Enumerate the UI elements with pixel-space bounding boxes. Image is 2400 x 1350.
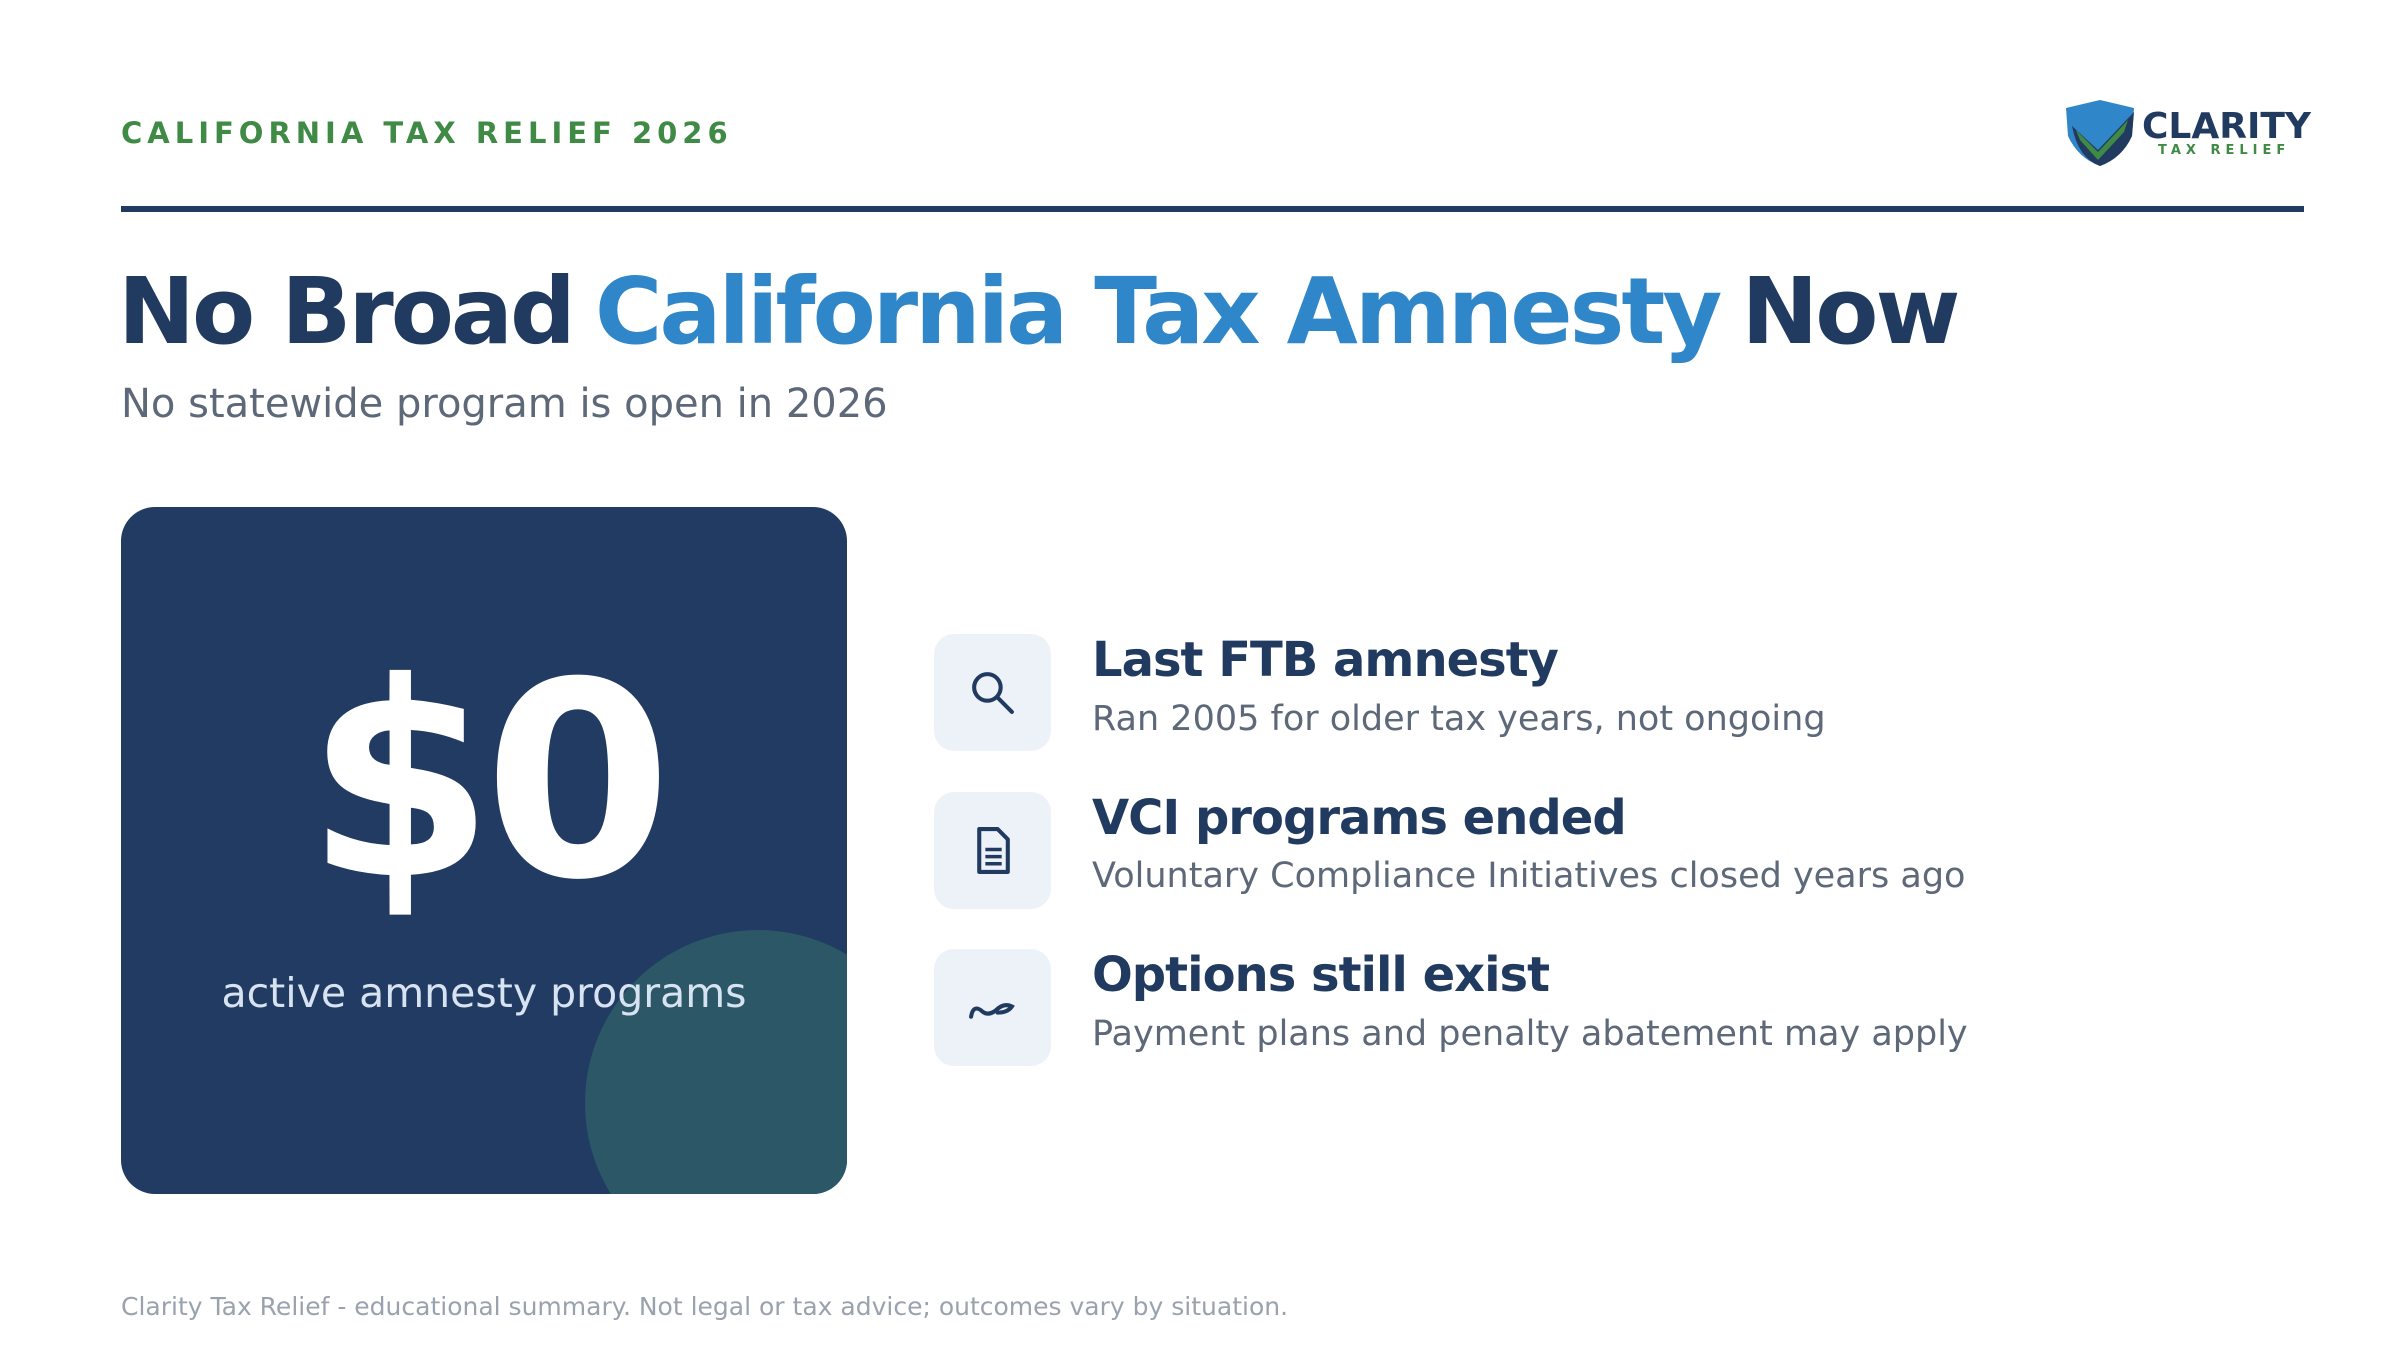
icon-signature	[934, 949, 1051, 1066]
header-rule	[121, 206, 2304, 212]
item-description: Payment plans and penalty abatement may …	[1092, 1014, 1968, 1054]
eyebrow: CALIFORNIA TAX RELIEF 2026	[121, 116, 733, 150]
title-part: No Broad	[118, 258, 576, 365]
title-part: Now	[1741, 258, 1960, 365]
title-highlight: California Tax Amnesty	[594, 258, 1722, 365]
logo-name: CLARITY	[2142, 106, 2311, 147]
logo-mark	[2066, 100, 2134, 166]
icon-document	[934, 792, 1051, 909]
subtitle: No statewide program is open in 2026	[121, 381, 888, 427]
item-title: Options still exist	[1092, 947, 1550, 1003]
item-title: VCI programs ended	[1092, 790, 1627, 846]
title: No Broad California Tax Amnesty Now	[118, 258, 1980, 365]
logo-tagline: TAX RELIEF	[2158, 143, 2291, 158]
item-description: Voluntary Compliance Initiatives closed …	[1092, 856, 1966, 896]
stat-label: active amnesty programs	[221, 969, 747, 1017]
footer: Clarity Tax Relief - educational summary…	[121, 1292, 1289, 1321]
icon-search	[934, 634, 1051, 751]
item-title: Last FTB amnesty	[1092, 632, 1559, 688]
item-description: Ran 2005 for older tax years, not ongoin…	[1092, 699, 1826, 739]
stat-card: $0 active amnesty programs	[121, 507, 847, 1194]
stat-value: $0	[306, 624, 672, 939]
